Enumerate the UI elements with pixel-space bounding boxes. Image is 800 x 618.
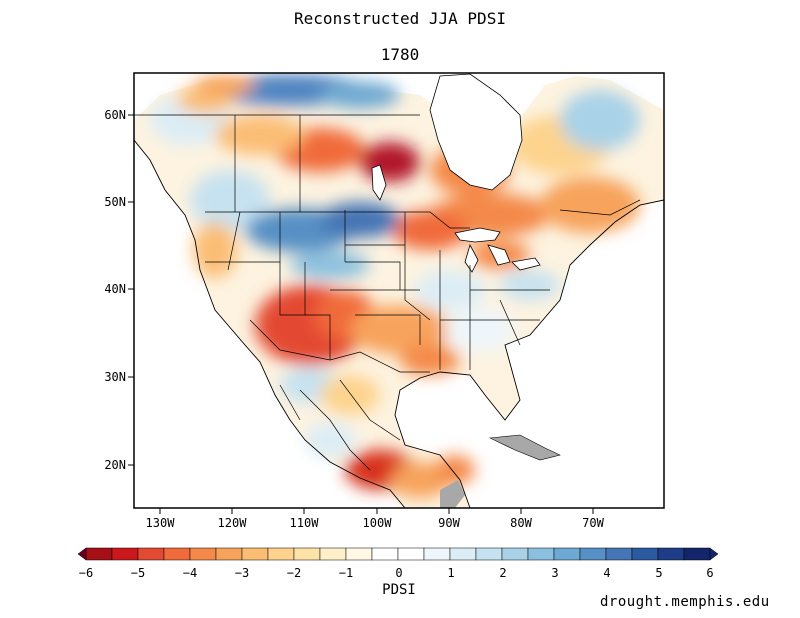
latitude-labels: 60N 50N 40N 30N 20N [104, 108, 126, 472]
map-frame [133, 72, 665, 509]
lat-label-60n: 60N [104, 108, 126, 122]
political-borders [134, 114, 641, 471]
cb-label-9: 3 [551, 566, 558, 580]
lon-label-80w: 80W [510, 516, 532, 530]
pdsi-anomaly-field [150, 74, 640, 498]
colorbar-segment [163, 547, 191, 561]
latitude-axis [128, 114, 134, 466]
colorbar-min-arrow [77, 547, 87, 561]
colorbar-max-arrow [709, 547, 719, 561]
yucatan-gray [440, 480, 465, 508]
hudson-bay [429, 73, 523, 191]
lon-label-70w: 70W [582, 516, 604, 530]
land-mass [134, 76, 664, 508]
great-lakes [454, 227, 541, 273]
cb-label-8: 2 [499, 566, 506, 580]
colorbar-segment [111, 547, 139, 561]
cb-label-6: 0 [395, 566, 402, 580]
cb-label-12: 6 [706, 566, 713, 580]
colorbar-segment [657, 547, 685, 561]
lake-winnipeg [371, 164, 387, 201]
colorbar-segment [345, 547, 373, 561]
colorbar-segment [475, 547, 503, 561]
cuba [488, 434, 561, 461]
cb-label-3: −3 [235, 566, 249, 580]
colorbar-segment [423, 547, 451, 561]
colorbar-segment [631, 547, 659, 561]
map-field [134, 73, 664, 508]
colorbar-tick-labels: −6 −5 −4 −3 −2 −1 0 1 2 3 4 5 6 [79, 566, 714, 580]
chart-title: Reconstructed JJA PDSI [294, 9, 506, 28]
cb-label-1: −5 [131, 566, 145, 580]
colorbar-segment [397, 547, 425, 561]
colorbar-segment [267, 547, 295, 561]
cb-label-4: −2 [287, 566, 301, 580]
colorbar-title: PDSI [382, 582, 416, 598]
colorbar-segment [137, 547, 165, 561]
colorbar-segment [293, 547, 321, 561]
cb-label-7: 1 [447, 566, 454, 580]
colorbar-segment [241, 547, 269, 561]
colorbar-segment [215, 547, 243, 561]
colorbar [77, 547, 719, 561]
coastline [134, 139, 664, 508]
cb-label-10: 4 [603, 566, 610, 580]
colorbar-segment [371, 547, 399, 561]
lon-label-90w: 90W [438, 516, 460, 530]
colorbar-segment [319, 547, 347, 561]
lon-label-120w: 120W [218, 516, 248, 530]
colorbar-segment [553, 547, 581, 561]
colorbar-segment [683, 547, 711, 561]
lon-label-110w: 110W [290, 516, 320, 530]
credit-url: drought.memphis.edu [600, 594, 770, 610]
lat-label-40n: 40N [104, 282, 126, 296]
lat-label-30n: 30N [104, 370, 126, 384]
year-label: 1780 [380, 45, 420, 64]
cb-label-0: −6 [79, 566, 93, 580]
colorbar-segment [85, 547, 113, 561]
cb-label-2: −4 [183, 566, 197, 580]
longitude-labels: 130W 120W 110W 100W 90W 80W 70W [146, 516, 605, 530]
colorbar-segment [189, 547, 217, 561]
cb-label-5: −1 [339, 566, 353, 580]
lat-label-50n: 50N [104, 195, 126, 209]
lon-label-130w: 130W [146, 516, 176, 530]
cb-label-11: 5 [655, 566, 662, 580]
colorbar-segment [527, 547, 555, 561]
colorbar-segment [605, 547, 633, 561]
lat-label-20n: 20N [104, 458, 126, 472]
colorbar-segment [449, 547, 477, 561]
lon-label-100w: 100W [363, 516, 393, 530]
longitude-axis [159, 508, 594, 514]
colorbar-segment [579, 547, 607, 561]
colorbar-segment [501, 547, 529, 561]
